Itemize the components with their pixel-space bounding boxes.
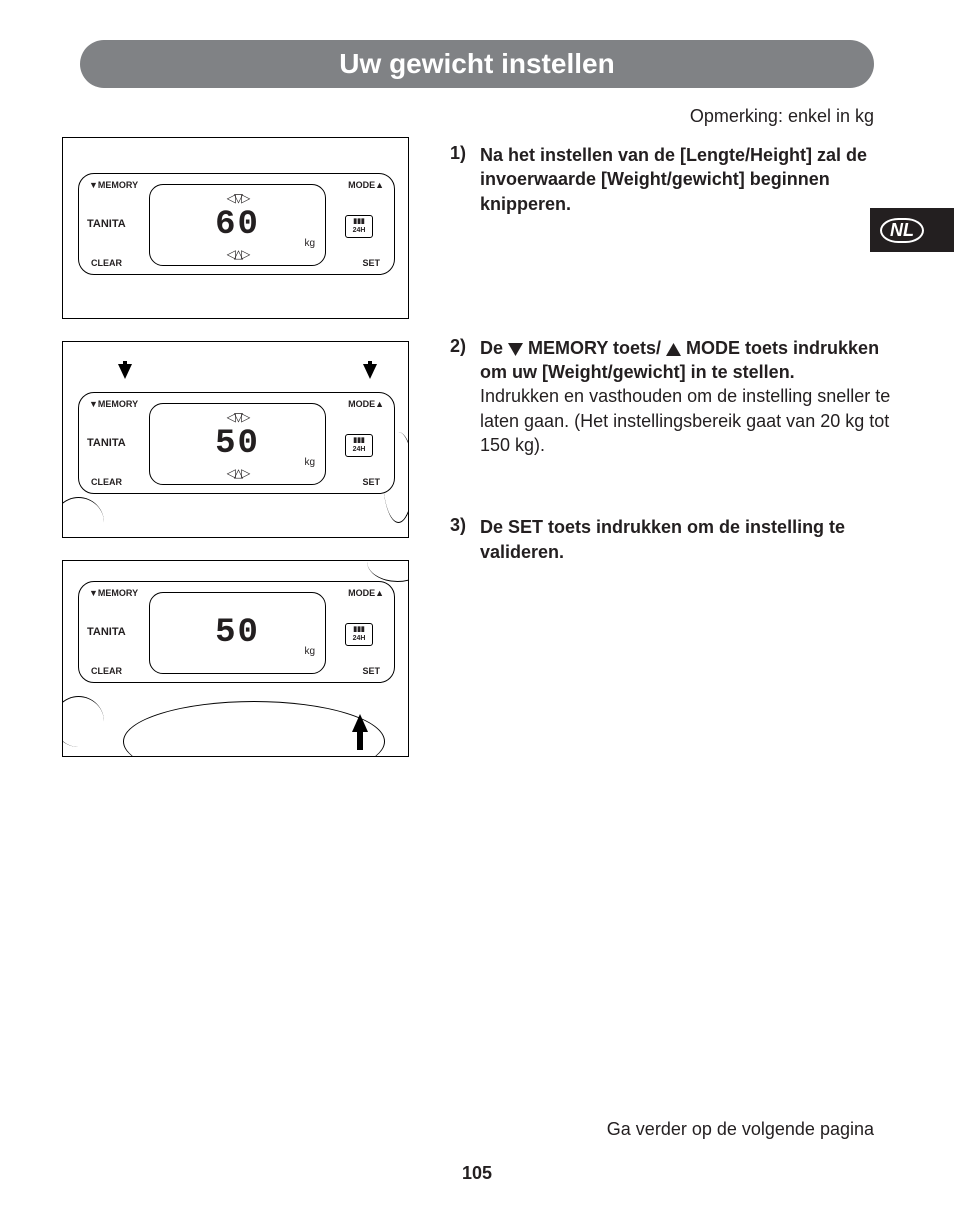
figure-2: ▼MEMORY MODE▲ TANITA CLEAR SET ◁▽▷ 50 kg… — [62, 341, 409, 538]
step-2: 2) De MEMORY toets/ MODE toets indrukken… — [450, 336, 894, 457]
step-2-title: De MEMORY toets/ MODE toets indrukken om… — [480, 338, 879, 382]
triangle-up-icon — [666, 343, 681, 356]
set-label: SET — [362, 258, 380, 268]
blink-indicator-top: ◁▽▷ — [227, 191, 249, 205]
arrow-down-icon — [363, 364, 377, 379]
24h-icon: ▮▮▮24H — [345, 623, 373, 646]
lcd-value-3: 50 — [215, 614, 260, 652]
blink-indicator-bot: ◁△▷ — [227, 466, 249, 480]
step-1: 1) Na het instellen van de [Lengte/Heigh… — [450, 143, 894, 216]
lcd-unit: kg — [304, 238, 315, 249]
mode-label: MODE▲ — [348, 399, 384, 409]
lcd-value-2: 50 — [215, 425, 260, 463]
lcd-unit: kg — [304, 457, 315, 468]
unit-note: Opmerking: enkel in kg — [50, 106, 874, 127]
24h-icon: ▮▮▮24H — [345, 215, 373, 238]
page-title: Uw gewicht instellen — [80, 40, 874, 88]
memory-label: ▼MEMORY — [89, 180, 138, 190]
steps-column: 1) Na het instellen van de [Lengte/Heigh… — [450, 137, 904, 757]
memory-label: ▼MEMORY — [89, 399, 138, 409]
figures-column: ▼MEMORY MODE▲ TANITA CLEAR SET ◁▽▷ 60 kg… — [50, 137, 432, 757]
figure-3: ▼MEMORY MODE▲ TANITA CLEAR SET 50 kg ▮▮▮… — [62, 560, 409, 757]
brand-label: TANITA — [87, 437, 126, 449]
mode-label: MODE▲ — [348, 588, 384, 598]
set-label: SET — [362, 477, 380, 487]
memory-label: ▼MEMORY — [89, 588, 138, 598]
step-2-body: Indrukken en vasthouden om de instelling… — [480, 386, 890, 455]
step-3: 3) De SET toets indrukken om de instelli… — [450, 515, 894, 564]
language-tab: NL — [870, 208, 954, 252]
triangle-down-icon — [508, 343, 523, 356]
brand-label: TANITA — [87, 218, 126, 230]
arrow-down-icon — [118, 364, 132, 379]
clear-label: CLEAR — [91, 258, 122, 268]
step-1-title: Na het instellen van de [Lengte/Height] … — [480, 145, 867, 214]
continue-note: Ga verder op de volgende pagina — [607, 1119, 874, 1140]
set-label: SET — [362, 666, 380, 676]
blink-indicator-top: ◁▽▷ — [227, 410, 249, 424]
page-number: 105 — [0, 1163, 954, 1184]
step-number: 3) — [450, 515, 472, 564]
clear-label: CLEAR — [91, 666, 122, 676]
lcd-unit: kg — [304, 646, 315, 657]
step-number: 2) — [450, 336, 472, 457]
brand-label: TANITA — [87, 626, 126, 638]
lcd-value-1: 60 — [215, 206, 260, 244]
language-badge: NL — [880, 218, 924, 243]
step-3-title: De SET toets indrukken om de instelling … — [480, 517, 845, 561]
clear-label: CLEAR — [91, 477, 122, 487]
step-number: 1) — [450, 143, 472, 216]
blink-indicator-bot: ◁△▷ — [227, 247, 249, 261]
24h-icon: ▮▮▮24H — [345, 434, 373, 457]
mode-label: MODE▲ — [348, 180, 384, 190]
figure-1: ▼MEMORY MODE▲ TANITA CLEAR SET ◁▽▷ 60 kg… — [62, 137, 409, 319]
